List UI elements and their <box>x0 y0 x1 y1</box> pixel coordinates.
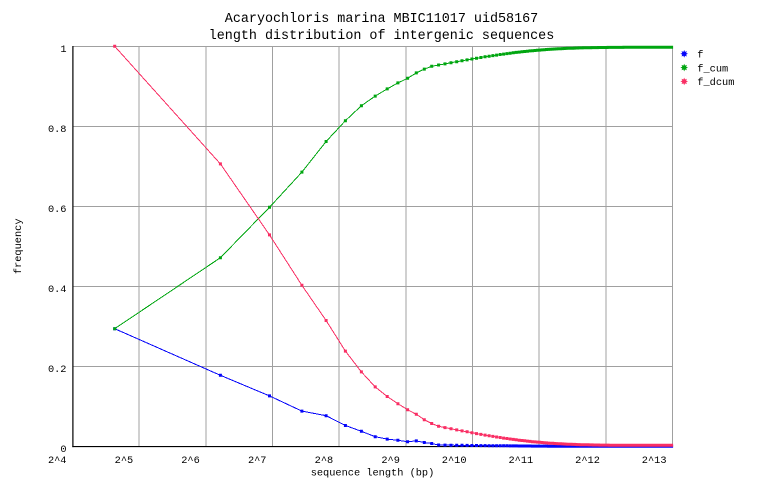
svg-text:f_dcum: f_dcum <box>697 77 734 89</box>
svg-text:2^4: 2^4 <box>48 455 67 467</box>
svg-text:sequence length (bp): sequence length (bp) <box>311 468 435 480</box>
svg-text:2^10: 2^10 <box>442 455 467 467</box>
svg-text:Acaryochloris marina MBIC11017: Acaryochloris marina MBIC11017 uid58167 <box>225 12 538 27</box>
svg-text:1: 1 <box>60 44 66 56</box>
svg-text:2^11: 2^11 <box>508 455 533 467</box>
svg-text:0.4: 0.4 <box>48 284 67 296</box>
svg-text:2^7: 2^7 <box>248 455 267 467</box>
svg-text:frequency: frequency <box>13 218 25 274</box>
svg-text:f: f <box>697 50 703 62</box>
svg-text:0.6: 0.6 <box>48 204 67 216</box>
svg-text:2^8: 2^8 <box>315 455 334 467</box>
svg-text:0.2: 0.2 <box>48 364 67 376</box>
svg-text:2^12: 2^12 <box>575 455 600 467</box>
svg-text:2^6: 2^6 <box>181 455 200 467</box>
svg-text:2^9: 2^9 <box>381 455 400 467</box>
svg-text:2^5: 2^5 <box>115 455 134 467</box>
svg-text:f_cum: f_cum <box>697 63 728 75</box>
svg-text:0.8: 0.8 <box>48 124 67 136</box>
svg-text:length distribution of interge: length distribution of intergenic sequen… <box>209 29 555 44</box>
svg-text:0: 0 <box>60 444 66 456</box>
svg-text:2^13: 2^13 <box>642 455 667 467</box>
